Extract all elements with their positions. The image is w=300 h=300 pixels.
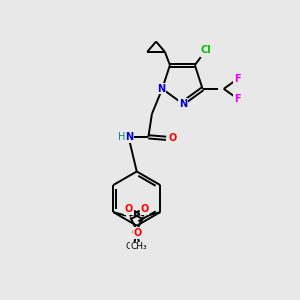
Text: CH₃: CH₃ [126, 242, 142, 251]
Text: H: H [118, 132, 126, 142]
Text: CH₃: CH₃ [131, 242, 148, 251]
Text: F: F [234, 74, 240, 83]
Text: O: O [168, 133, 177, 143]
Text: O: O [131, 228, 140, 238]
Text: O: O [140, 204, 148, 214]
Text: F: F [234, 94, 240, 104]
Text: N: N [158, 83, 166, 94]
Text: O: O [125, 204, 133, 214]
Text: N: N [125, 132, 134, 142]
Text: O: O [134, 228, 142, 238]
Text: Cl: Cl [201, 45, 212, 55]
Text: N: N [179, 99, 187, 109]
